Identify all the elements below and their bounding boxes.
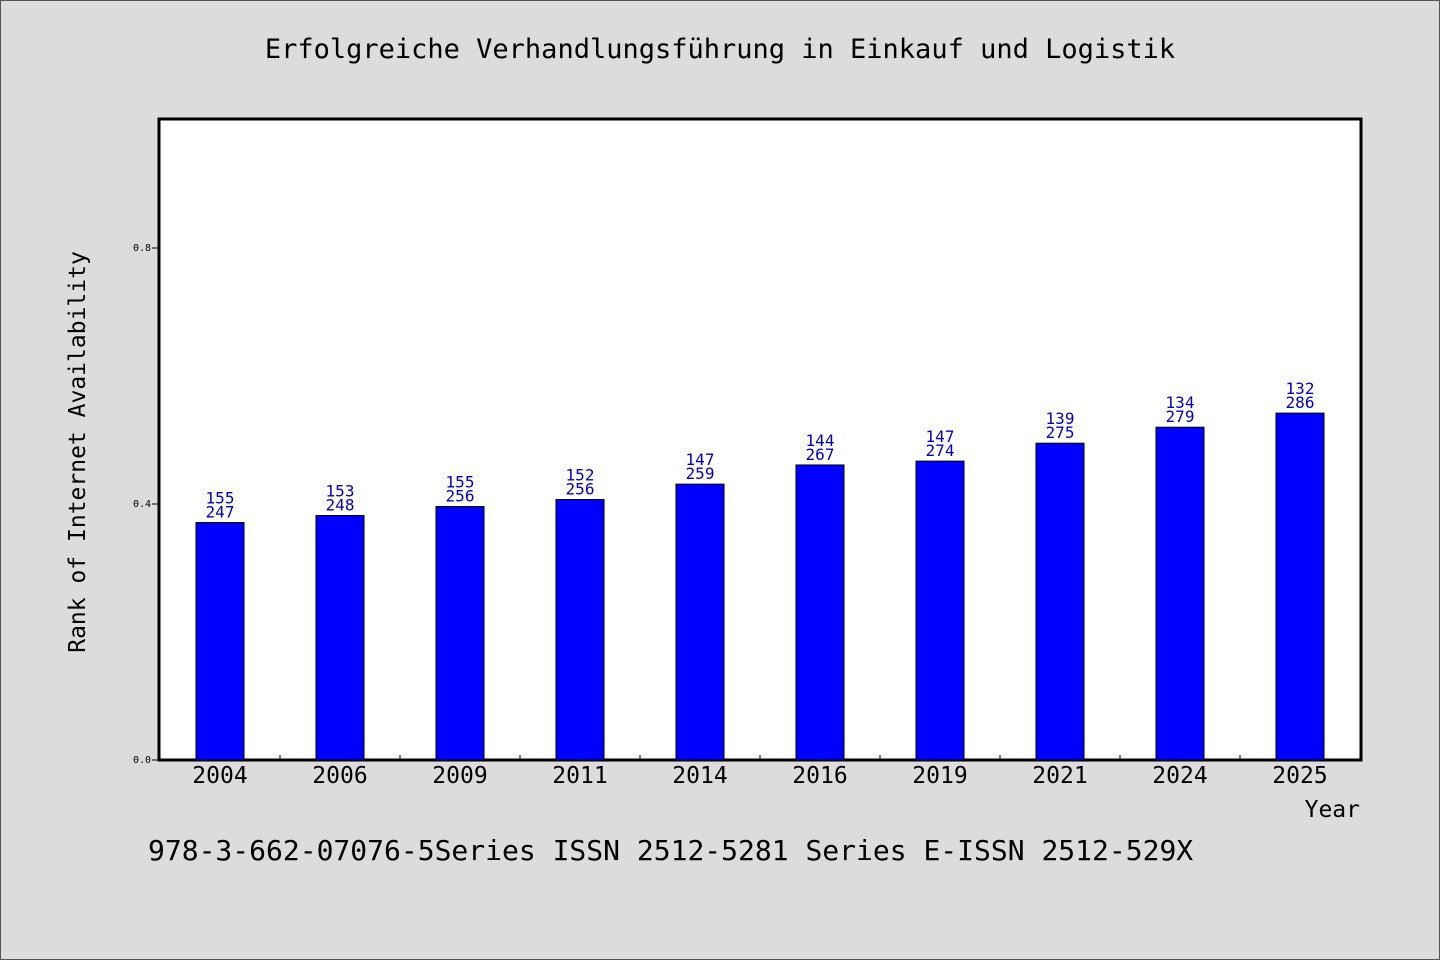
- x-tick-label-2016: 2016: [792, 763, 847, 789]
- x-tick-label-2021: 2021: [1032, 763, 1087, 789]
- bar-2004: [195, 522, 245, 761]
- x-tick-label-2006: 2006: [312, 763, 367, 789]
- bar-label-bottom-2025: 286: [1286, 393, 1315, 412]
- bar-label-top-2021: 139: [1046, 409, 1075, 428]
- x-tick-label-2014: 2014: [672, 763, 727, 789]
- footer-isbn-text: 978-3-662-07076-5Series ISSN 2512-5281 S…: [148, 834, 1194, 867]
- bar-label-bottom-2024: 279: [1166, 407, 1195, 426]
- bar-label-top-2019: 147: [926, 427, 955, 446]
- bar-label-bottom-2014: 259: [686, 464, 715, 483]
- bar-label-top-2011: 152: [566, 466, 595, 485]
- bar-label-bottom-2004: 247: [206, 503, 235, 522]
- bar-label-bottom-2009: 256: [446, 487, 475, 506]
- bar-label-top-2014: 147: [686, 450, 715, 469]
- bar-2006: [315, 515, 365, 761]
- bar-label-bottom-2021: 275: [1046, 423, 1075, 442]
- bar-2024: [1155, 426, 1205, 761]
- y-tick-label-0.4: 0.4: [133, 499, 151, 510]
- x-tick-label-2011: 2011: [552, 763, 607, 789]
- x-axis-label: Year: [1305, 797, 1360, 823]
- bar-label-bottom-2019: 274: [926, 441, 955, 460]
- bar-2014: [675, 483, 725, 761]
- bar-label-bottom-2006: 248: [326, 496, 355, 515]
- bar-label-top-2024: 134: [1166, 393, 1195, 412]
- bar-2021: [1035, 442, 1085, 761]
- bar-label-top-2025: 132: [1286, 379, 1315, 398]
- y-tick-label-0.0: 0.0: [133, 755, 151, 766]
- bar-2009: [435, 506, 485, 761]
- x-tick-label-2009: 2009: [432, 763, 487, 789]
- y-tick-label-0.8: 0.8: [133, 243, 151, 254]
- bar-label-top-2006: 153: [326, 482, 355, 501]
- bar-label-bottom-2016: 267: [806, 445, 835, 464]
- bar-2019: [915, 460, 965, 761]
- bar-2016: [795, 464, 845, 761]
- bar-2025: [1275, 412, 1325, 761]
- bar-label-top-2016: 144: [806, 431, 835, 450]
- x-tick-label-2019: 2019: [912, 763, 967, 789]
- x-tick-label-2025: 2025: [1272, 763, 1327, 789]
- x-tick-label-2004: 2004: [192, 763, 247, 789]
- bar-label-top-2009: 155: [446, 473, 475, 492]
- chart-title: Erfolgreiche Verhandlungsführung in Eink…: [264, 34, 1176, 65]
- bar-label-bottom-2011: 256: [566, 480, 595, 499]
- bar-2011: [555, 499, 605, 761]
- y-axis-label: Rank of Internet Availability: [65, 251, 91, 653]
- x-tick-label-2024: 2024: [1152, 763, 1207, 789]
- bar-label-top-2004: 155: [206, 489, 235, 508]
